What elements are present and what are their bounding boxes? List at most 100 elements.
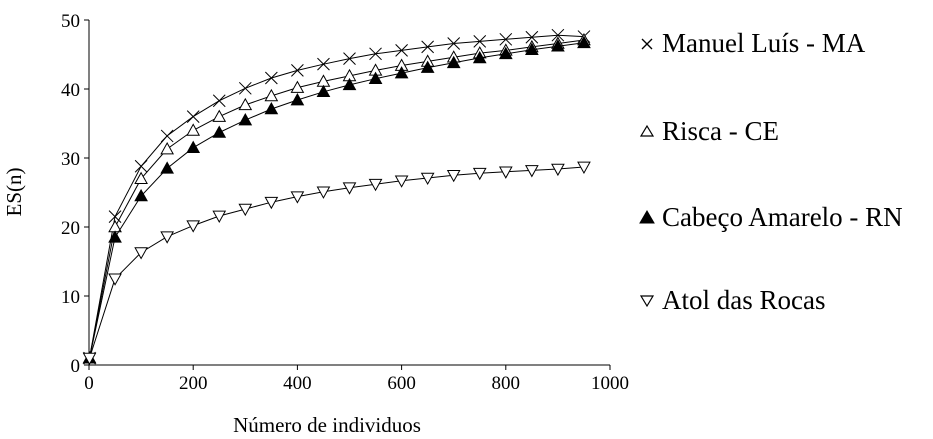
data-point [290, 80, 305, 93]
series-layer [82, 28, 591, 366]
series-line [89, 34, 585, 359]
legend-label: Atol das Rocas [662, 285, 826, 315]
data-point [212, 125, 227, 138]
data-point [525, 42, 539, 55]
legend-item-atol-das-rocas: Atol das Rocas [636, 285, 825, 316]
data-point [160, 231, 174, 244]
x-tick-label: 200 [179, 373, 208, 394]
data-point [420, 60, 435, 73]
data-point [551, 39, 565, 52]
data-point [446, 169, 461, 183]
data-point [369, 47, 382, 61]
legend-item-manuel-luis: Manuel Luís - MA [636, 28, 865, 59]
y-tick-label: 10 [61, 287, 80, 308]
data-point [316, 84, 331, 98]
data-point [290, 191, 305, 204]
data-point [212, 210, 227, 223]
data-point [264, 88, 279, 102]
data-point [446, 55, 461, 69]
data-point [525, 165, 539, 178]
data-point [134, 188, 148, 202]
x-marker-icon [641, 38, 653, 49]
data-point [525, 30, 539, 44]
triangle-up-filled-icon [639, 209, 655, 223]
data-point [160, 142, 174, 155]
data-point [498, 166, 513, 179]
data-point [317, 57, 330, 71]
data-point [420, 172, 435, 186]
data-point [316, 186, 331, 199]
y-tick-label: 20 [61, 218, 80, 239]
data-point [108, 230, 122, 243]
triangle-down-open-icon [639, 294, 655, 307]
data-point [343, 52, 356, 65]
series-1 [82, 32, 591, 364]
data-point [212, 109, 227, 122]
data-point [498, 46, 513, 60]
x-axis-label: Número de individuos [233, 413, 421, 437]
data-point [447, 37, 461, 50]
data-point [577, 161, 591, 174]
data-point [186, 140, 201, 153]
data-point [472, 167, 487, 181]
data-point [395, 44, 408, 57]
data-point [212, 94, 226, 108]
data-point [264, 196, 279, 210]
series-line [89, 166, 585, 359]
data-point [473, 35, 487, 48]
data-point [160, 161, 174, 174]
data-point [186, 220, 201, 233]
y-tick-label: 50 [61, 11, 80, 32]
data-point [551, 28, 565, 42]
x-tick-label: 0 [84, 373, 94, 394]
legend: Manuel Luís - MA Risca - CE Cabeço Amare… [636, 0, 933, 439]
data-point [82, 352, 97, 366]
y-axis-label: ES(n) [2, 168, 26, 217]
data-point [394, 66, 409, 79]
y-tick-label: 0 [71, 356, 81, 377]
data-point [472, 50, 487, 64]
data-point [499, 32, 513, 46]
data-point [368, 71, 383, 84]
triangle-up-open-icon [639, 124, 655, 137]
legend-item-risca: Risca - CE [636, 116, 779, 147]
data-point [238, 81, 252, 95]
data-point [186, 123, 201, 136]
series-3 [82, 161, 591, 366]
x-tick-label: 600 [387, 373, 416, 394]
data-point [238, 97, 253, 111]
series-0 [83, 28, 591, 365]
data-point [264, 71, 278, 85]
data-point [108, 273, 122, 286]
data-point [160, 129, 174, 143]
data-point [394, 175, 409, 188]
data-point [290, 93, 305, 106]
series-line [89, 42, 585, 359]
data-point [342, 77, 357, 91]
legend-label: Risca - CE [662, 116, 779, 146]
data-point [577, 35, 591, 49]
data-point [421, 40, 435, 54]
data-point [134, 159, 148, 173]
data-point [134, 247, 148, 260]
series-line [89, 39, 585, 359]
legend-label: Cabeço Amarelo - RN [662, 202, 903, 232]
data-point [291, 64, 304, 77]
y-tick-label: 30 [61, 149, 80, 170]
x-tick-label: 800 [492, 373, 521, 394]
y-tick-label: 40 [61, 80, 80, 101]
legend-item-cabeco-amarelo: Cabeço Amarelo - RN [636, 202, 903, 233]
data-point [264, 101, 279, 115]
legend-label: Manuel Luís - MA [662, 28, 866, 58]
data-point [238, 113, 253, 126]
axes: 0 200 400 600 800 1000 0 10 20 30 40 50 [61, 11, 629, 394]
x-tick-label: 400 [283, 373, 312, 394]
data-point [134, 171, 148, 184]
x-tick-label: 1000 [591, 373, 629, 394]
series-2 [82, 35, 591, 364]
data-point [342, 182, 357, 195]
data-point [368, 178, 383, 192]
data-point [551, 163, 565, 177]
data-point [186, 110, 200, 123]
